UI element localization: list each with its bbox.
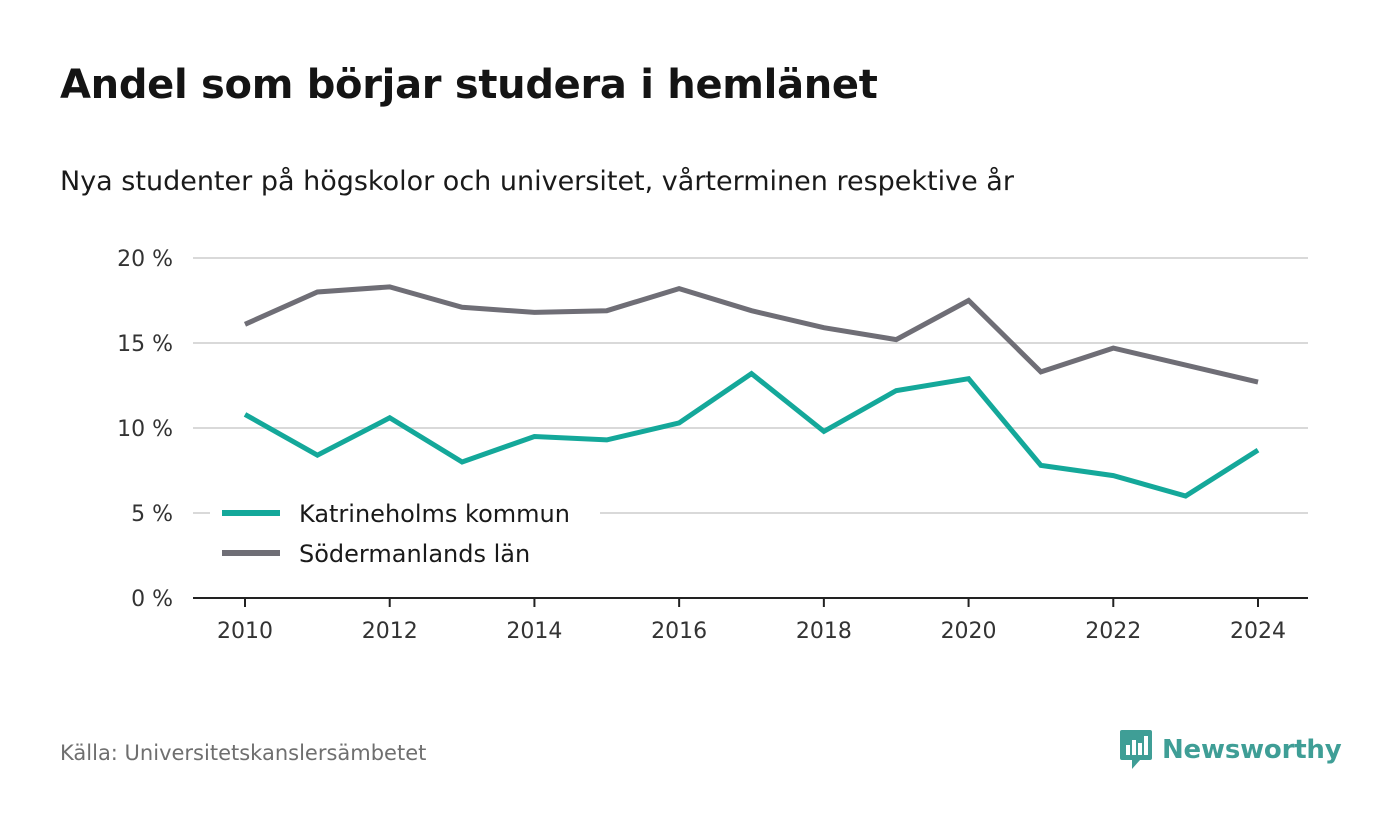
- series-line-1: [243, 370, 1260, 499]
- chart-title: Andel som börjar studera i hemlänet: [60, 62, 878, 108]
- y-tick-label: 10 %: [117, 417, 173, 442]
- brand-name: Newsworthy: [1162, 735, 1342, 765]
- chart-subtitle: Nya studenter på högskolor och universit…: [60, 166, 1014, 197]
- series-line-2: [243, 284, 1259, 385]
- legend-label: Södermanlands län: [299, 540, 530, 568]
- source-note: Källa: Universitetskanslersämbetet: [60, 741, 427, 765]
- x-tick-label: 2016: [651, 619, 707, 644]
- x-tick-label: 2010: [217, 619, 273, 644]
- x-tick-label: 2020: [941, 619, 997, 644]
- x-tick-label: 2024: [1230, 619, 1286, 644]
- legend: Katrineholms kommun Södermanlands län: [210, 491, 600, 571]
- axes: 0 % 5 % 10 % 15 % 20 % 2010 2012 2014 2016 2018 20…: [117, 247, 1308, 644]
- x-tick-label: 2018: [796, 619, 852, 644]
- x-tick-label: 2014: [506, 619, 562, 644]
- y-tick-label: 20 %: [117, 247, 173, 272]
- y-tick-label: 15 %: [117, 332, 173, 357]
- brand-logo: Newsworthy: [1118, 728, 1342, 772]
- x-tick-label: 2022: [1085, 619, 1141, 644]
- gridlines: [193, 257, 1308, 514]
- x-tick-label: 2012: [362, 619, 418, 644]
- y-tick-label: 0 %: [131, 587, 173, 612]
- series-lines: [243, 284, 1260, 499]
- legend-label: Katrineholms kommun: [299, 500, 570, 528]
- y-tick-label: 5 %: [131, 502, 173, 527]
- newsworthy-logo-icon: [1120, 730, 1152, 769]
